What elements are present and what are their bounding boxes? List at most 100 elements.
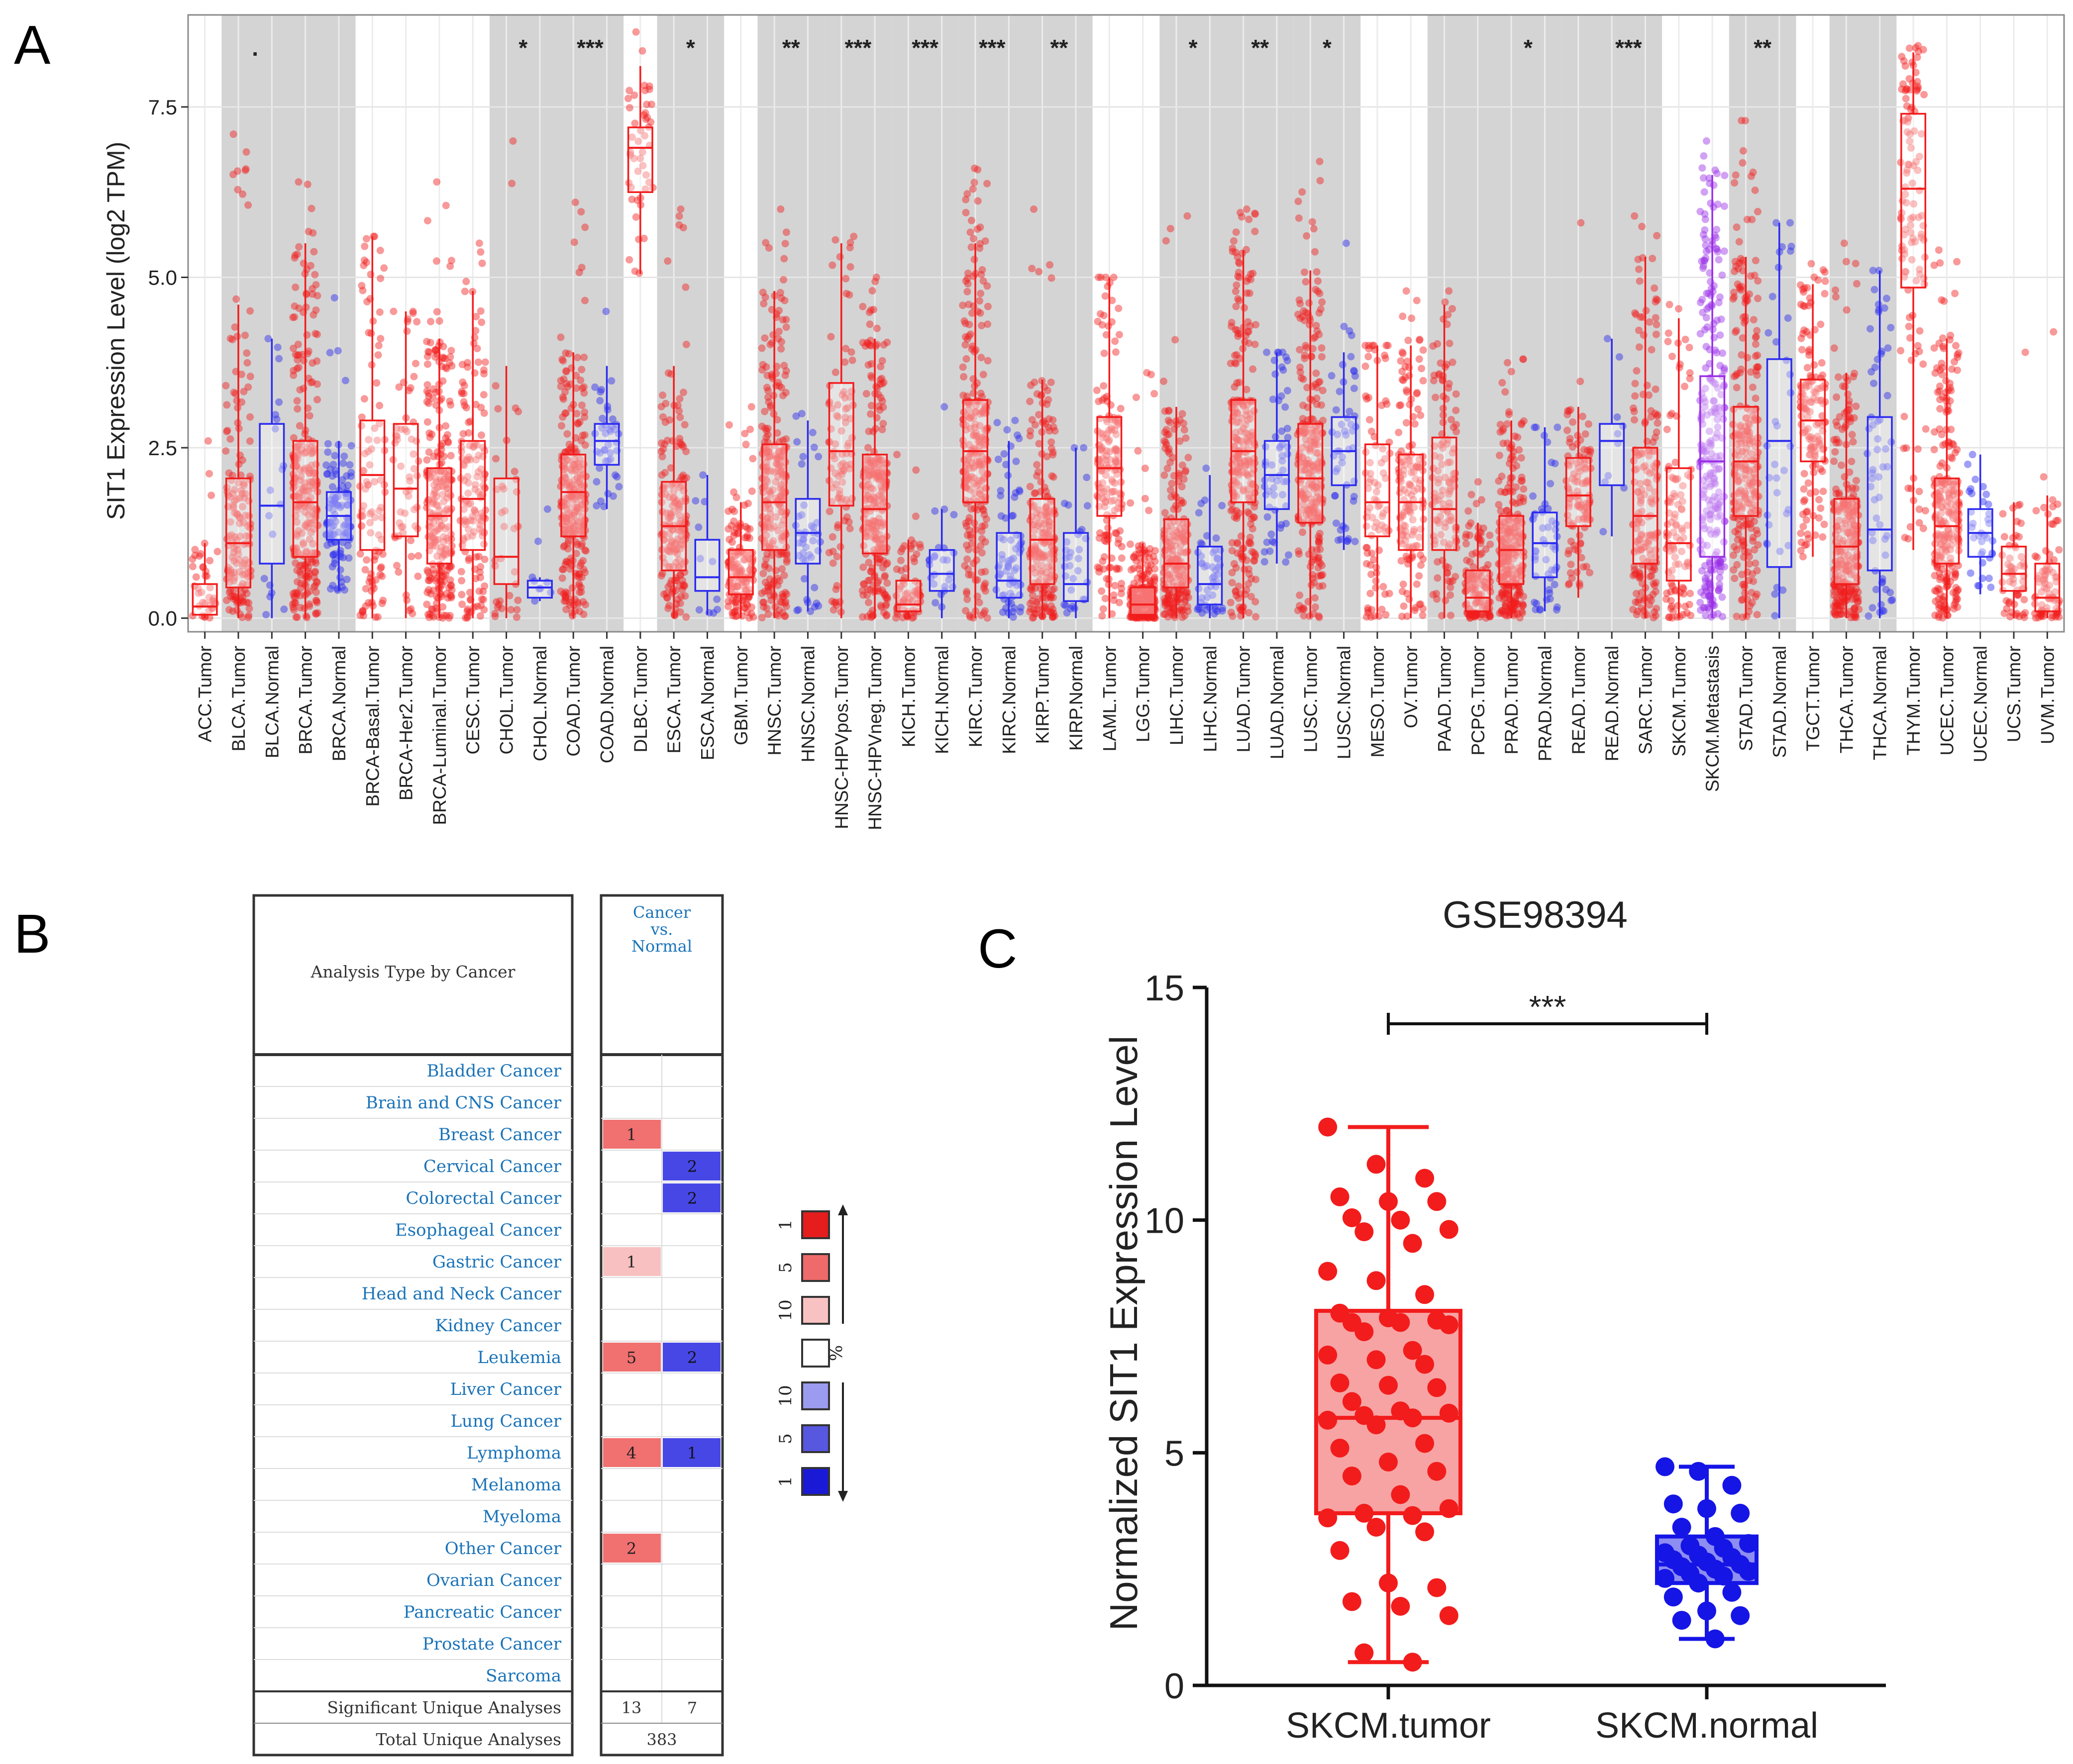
panel-a-point [1296,346,1304,354]
panel-a-point [301,502,309,510]
panel-a-point [1101,292,1109,300]
panel-a-point [970,504,978,512]
panel-a-point [571,607,579,615]
panel-a-point [226,587,234,594]
panel-a-point [841,358,849,366]
panel-a-point [237,487,245,494]
panel-a-point [426,508,434,516]
panel-a-point [578,492,586,500]
panel-a-point [562,380,570,388]
panel-a-point [826,507,833,515]
panel-a-point [581,296,589,304]
panel-a-point [297,591,305,599]
panel-label-c: C [978,918,1017,980]
panel-a-point [883,593,891,601]
panel-a-point [815,602,823,610]
panel-a-point [1229,612,1237,620]
panel-a-point [378,599,386,607]
panel-a-point [363,478,371,486]
panel-a-point [1098,587,1106,595]
panel-a-point [507,606,515,614]
panel-a-point [815,453,823,461]
panel-a-point [293,461,301,469]
panel-a-point [441,470,449,478]
panel-a-point [297,473,305,481]
panel-a-point [471,486,479,493]
panel-a-point [749,613,757,621]
panel-a-point [682,340,690,348]
panel-a-point [981,538,989,546]
panel-a-point [329,506,337,514]
panel-a-point [577,208,585,216]
panel-a-point [304,564,312,572]
panel-a-point [430,496,438,504]
panel-a-point [300,487,308,494]
panel-a-point [498,509,506,516]
panel-a-point [692,497,700,505]
panel-a-point [426,339,434,347]
panel-a-point [1365,393,1372,401]
panel-a-point [1300,612,1308,620]
panel-a-point [294,578,301,586]
panel-a-point [294,448,302,456]
panel-a-point [657,439,665,447]
panel-a-point [245,599,253,607]
panel-a-point [577,437,585,445]
panel-a-point [309,378,316,386]
panel-a-point [1295,296,1303,304]
panel-a-point [377,503,385,511]
panel-a-point [1283,387,1291,394]
panel-a-point [462,457,470,465]
panel-a-point [810,443,818,451]
panel-a-point [415,552,422,560]
panel-a-point [599,414,606,422]
panel-a-point [427,532,435,540]
panel-a-point [438,521,446,529]
panel-a-point [875,391,882,398]
panel-a-point [460,398,468,406]
panel-a-point [573,517,581,525]
panel-a-point [432,492,440,500]
panel-a-point [235,568,243,576]
panel-a-point [429,453,437,461]
panel-a-point [425,392,433,400]
panel-a-point [569,461,577,469]
panel-a-point [1107,401,1115,409]
panel-a-point [1310,225,1318,233]
panel-a-point [1299,401,1307,409]
panel-a-point [984,357,992,365]
panel-a-point [312,281,320,289]
panel-a-point [565,478,573,486]
panel-a-point [431,536,439,544]
panel-a-point [360,502,368,510]
panel-a-point [226,335,234,342]
panel-a-point [438,572,446,580]
panel-a-point [1017,603,1025,611]
panel-a-point [441,551,449,559]
panel-a-point [308,478,315,486]
panel-a-point [304,181,311,189]
panel-a-point [1218,501,1226,509]
panel-a-point [478,259,486,267]
panel-a-point [581,223,589,231]
panel-a-point [423,398,431,406]
panel-a-point [883,579,891,587]
panel-a-point [307,493,314,501]
panel-a-point [743,608,751,616]
panel-a-point [577,474,585,482]
panel-a-point [1318,344,1326,352]
panel-a-point [1095,274,1103,281]
panel-a-point [448,362,456,370]
panel-a-point [233,495,241,503]
panel-a-point [273,415,281,423]
panel-a-point [439,483,447,490]
panel-a-point [233,536,241,544]
panel-a-point [496,597,504,605]
panel-a-point [365,329,373,337]
panel-a-shade-band [825,15,892,632]
panel-a-point [878,357,886,365]
panel-a-point [1026,483,1034,490]
panel-a-point [323,470,331,478]
panel-a-point [831,236,839,244]
panel-a-point [306,478,313,486]
